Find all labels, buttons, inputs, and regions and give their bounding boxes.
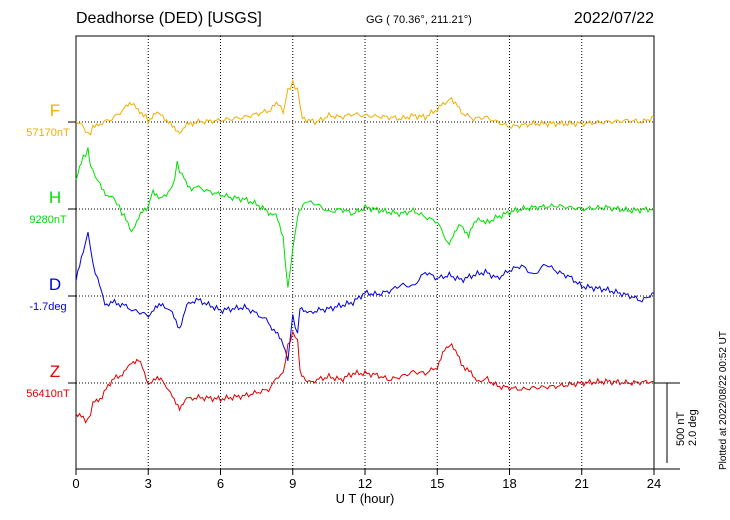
series-name-d: D (49, 275, 61, 294)
date-label: 2022/07/22 (573, 10, 654, 27)
baseline-value-f: 57170nT (26, 127, 70, 139)
x-tick-label: 12 (358, 476, 372, 491)
x-tick-label: 3 (145, 476, 152, 491)
series-line-h (75, 147, 655, 288)
series-name-f: F (50, 101, 60, 120)
x-tick-label: 15 (430, 476, 444, 491)
x-tick-label: 0 (72, 476, 79, 491)
x-tick-label: 21 (575, 476, 589, 491)
x-tick-label: 24 (647, 476, 661, 491)
series-name-z: Z (50, 362, 60, 381)
x-tick-label: 18 (502, 476, 516, 491)
x-tick-label: 9 (289, 476, 296, 491)
x-axis-label: U T (hour) (336, 491, 395, 506)
baseline-value-d: -1.7deg (29, 301, 66, 313)
series-line-d (75, 231, 655, 362)
series-line-f (75, 78, 655, 136)
geographic-coords: GG ( 70.36°, 211.21°) (366, 14, 472, 26)
x-tick-label: 6 (217, 476, 224, 491)
baseline-value-h: 9280nT (29, 214, 67, 226)
series-name-h: H (49, 188, 61, 207)
series-line-z (75, 330, 655, 424)
baseline-value-z: 56410nT (26, 388, 70, 400)
station-title: Deadhorse (DED) [USGS] (76, 10, 262, 27)
